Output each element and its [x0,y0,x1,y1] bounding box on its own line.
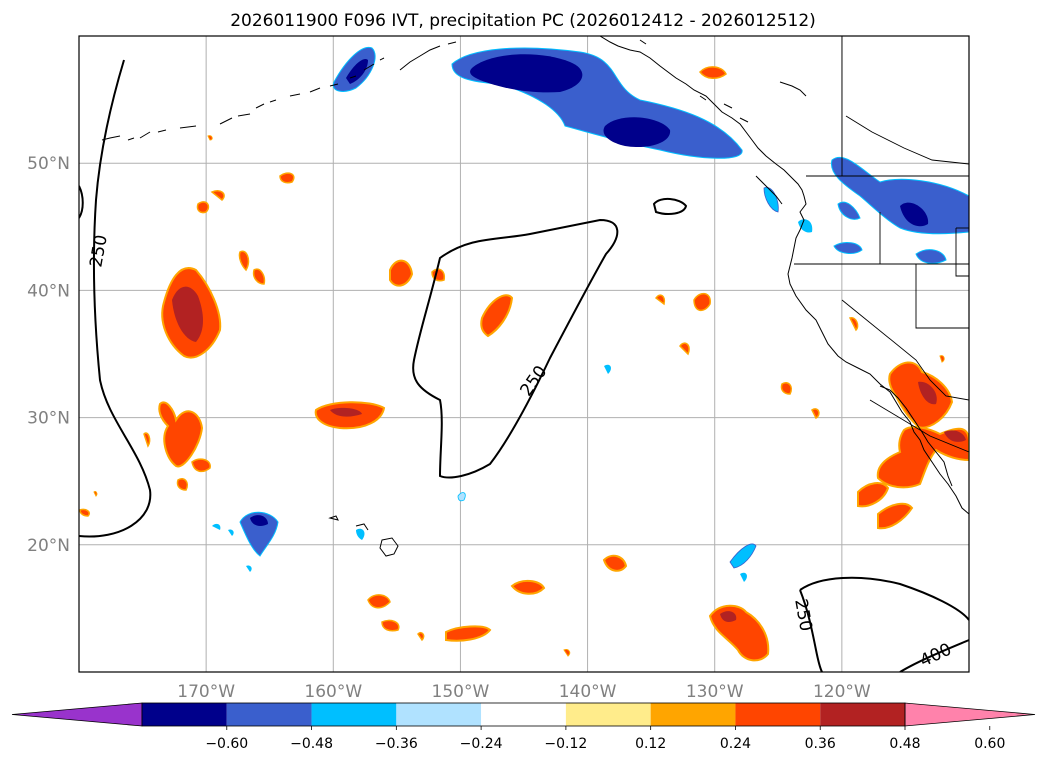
colorbar-box [650,703,736,726]
colorbar-outline [141,702,906,727]
colorbar-tick-label: 0.48 [889,736,920,752]
colorbar-box [481,703,566,726]
colorbar-box [311,703,397,726]
colorbar-tick-label: 0.24 [720,736,751,752]
colorbar-extend-low [11,702,143,727]
lon-label: 120°W [813,682,871,702]
colorbar-extend-high [904,702,1036,727]
positive-anomaly-west-pacific [143,135,295,491]
positive-anomaly-southwest-us-mexico [79,355,969,530]
lon-label: 150°W [432,682,490,702]
lat-label: 30°N [27,409,70,429]
lon-label: 170°W [177,682,235,702]
negative-anomaly-gulf-of-alaska [451,47,743,159]
lat-label: 20°N [27,536,70,556]
colorbar-box [735,703,821,726]
lon-label: 160°W [304,682,362,702]
colorbar-tick-label: −0.24 [460,736,503,752]
colorbar-tick-label: 0.60 [974,736,1005,752]
colorbar-box [396,703,482,726]
colorbar-box [142,703,227,726]
figure-title: 2026011900 F096 IVT, precipitation PC (2… [230,11,816,31]
colorbar-box [565,703,651,726]
lat-label: 40°N [27,281,70,301]
colorbar: −0.60 −0.48 −0.36 −0.24 −0.12 0.12 0.24 0.36 0.4… [11,702,1036,752]
positive-anomaly-central-pacific [314,259,628,657]
ivt-contours [79,59,969,672]
map-frame [78,35,970,673]
colorbar-tick-label: −0.48 [290,736,333,752]
colorbar-tick-label: 0.36 [805,736,836,752]
positive-anomaly-east-pacific [654,66,859,662]
longitude-labels: 170°W 160°W 150°W 140°W 130°W 120°W [177,682,871,702]
latitude-labels: 20°N 30°N 40°N 50°N [27,154,70,556]
colorbar-tick-label: −0.60 [205,736,248,752]
colorbar-tick-label: −0.12 [544,736,587,752]
lat-label: 50°N [27,154,70,174]
lon-label: 140°W [559,682,617,702]
colorbar-tick-label: 0.12 [635,736,666,752]
lon-label: 130°W [686,682,744,702]
political-borders [794,36,969,453]
colorbar-tick-label: −0.36 [375,736,418,752]
map-background [79,36,969,672]
negative-anomaly-pacific-northwest [763,156,969,264]
negative-anomaly-hawaii-west [212,364,757,582]
coastlines [101,36,969,557]
precipitation-shading [79,46,969,662]
colorbar-box [226,703,312,726]
colorbar-box [820,703,905,726]
